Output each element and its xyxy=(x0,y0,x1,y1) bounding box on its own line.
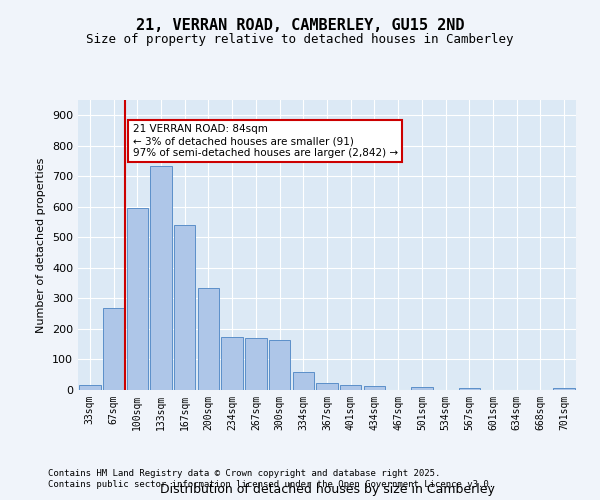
Bar xyxy=(411,387,433,390)
Text: Contains HM Land Registry data © Crown copyright and database right 2025.: Contains HM Land Registry data © Crown c… xyxy=(48,468,440,477)
Bar xyxy=(151,166,172,390)
X-axis label: Distribution of detached houses by size in Camberley: Distribution of detached houses by size … xyxy=(160,483,494,496)
Bar xyxy=(221,336,243,390)
Bar xyxy=(316,384,338,390)
Bar xyxy=(103,308,124,390)
Bar xyxy=(79,384,101,390)
Text: 21, VERRAN ROAD, CAMBERLEY, GU15 2ND: 21, VERRAN ROAD, CAMBERLEY, GU15 2ND xyxy=(136,18,464,32)
Text: 21 VERRAN ROAD: 84sqm
← 3% of detached houses are smaller (91)
97% of semi-detac: 21 VERRAN ROAD: 84sqm ← 3% of detached h… xyxy=(133,124,398,158)
Bar xyxy=(198,288,219,390)
Y-axis label: Number of detached properties: Number of detached properties xyxy=(37,158,46,332)
Text: Contains public sector information licensed under the Open Government Licence v3: Contains public sector information licen… xyxy=(48,480,494,489)
Bar xyxy=(245,338,266,390)
Bar xyxy=(364,386,385,390)
Bar xyxy=(458,388,480,390)
Bar xyxy=(340,384,361,390)
Bar xyxy=(174,225,196,390)
Bar xyxy=(553,388,575,390)
Bar xyxy=(127,208,148,390)
Bar xyxy=(293,372,314,390)
Text: Size of property relative to detached houses in Camberley: Size of property relative to detached ho… xyxy=(86,32,514,46)
Bar xyxy=(269,340,290,390)
